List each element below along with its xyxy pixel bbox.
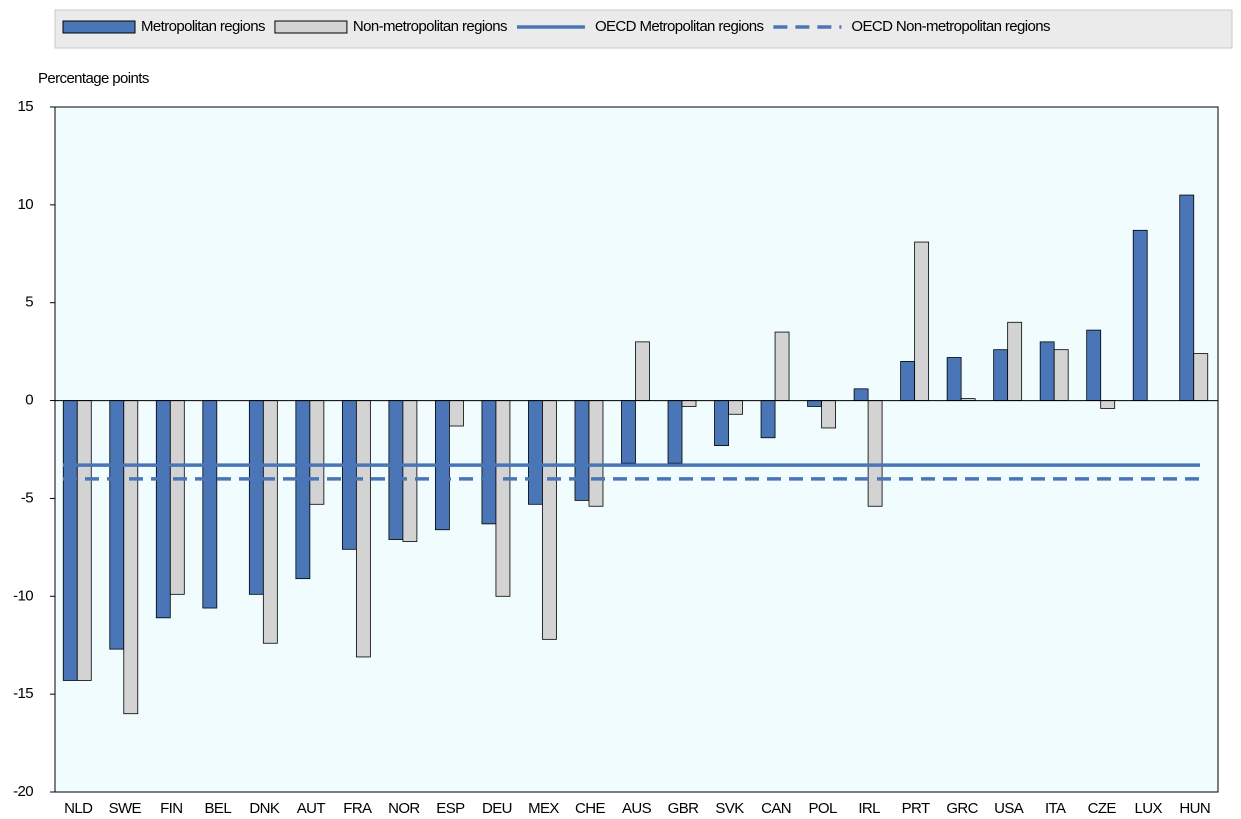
bar: [62, 400, 78, 681]
x-tick-label: AUS: [622, 800, 652, 817]
x-tick-label: CHE: [575, 800, 605, 817]
y-tick-label: 15: [18, 98, 34, 115]
bar: [449, 400, 464, 427]
bar: [1039, 341, 1055, 401]
bar: [1053, 349, 1069, 401]
legend-swatch: [274, 20, 348, 34]
x-tick-label: GBR: [668, 800, 699, 817]
bar: [1193, 353, 1209, 401]
x-tick-label: ITA: [1045, 800, 1066, 817]
x-tick-label: BEL: [205, 800, 232, 817]
bar: [542, 400, 557, 640]
y-tick-label: -15: [13, 685, 33, 702]
x-tick-label: LUX: [1135, 800, 1163, 817]
y-tick-label: 10: [18, 196, 34, 213]
bar: [341, 400, 357, 550]
bar: [821, 400, 836, 429]
bar: [1086, 329, 1102, 401]
bar: [388, 400, 404, 540]
x-tick-label: DNK: [249, 800, 279, 817]
y-axis-label: Percentage points: [38, 70, 149, 87]
bar: [495, 400, 511, 597]
plot-border: [54, 106, 1219, 793]
bar: [123, 400, 139, 715]
y-tick-label: -5: [21, 489, 33, 506]
bar: [853, 388, 869, 401]
bar: [807, 400, 822, 407]
x-tick-label: NOR: [388, 800, 420, 817]
legend: Metropolitan regions Non-metropolitan reg…: [62, 18, 1051, 35]
x-tick-label: PRT: [902, 800, 930, 817]
bar: [728, 400, 743, 415]
bar: [309, 400, 325, 505]
bar: [914, 241, 930, 401]
bar: [76, 400, 92, 681]
bar: [402, 400, 418, 542]
x-tick-label: FIN: [160, 800, 182, 817]
y-tick-label: -10: [13, 587, 33, 604]
x-tick-label: AUT: [297, 800, 326, 817]
x-tick-label: POL: [808, 800, 836, 817]
x-tick-label: GRC: [946, 800, 978, 817]
legend-label: Non-metropolitan regions: [353, 18, 507, 35]
bar: [355, 400, 371, 658]
x-tick-label: DEU: [482, 800, 512, 817]
plot-area: [55, 107, 1218, 792]
bar: [1179, 194, 1195, 401]
bar: [248, 400, 264, 595]
y-tick-label: -20: [13, 783, 33, 800]
bar: [621, 400, 636, 464]
bar: [714, 400, 729, 446]
y-tick-label: 0: [25, 392, 33, 409]
legend-label: Metropolitan regions: [141, 18, 265, 35]
bar: [1132, 229, 1148, 401]
bar: [993, 349, 1009, 401]
bar: [867, 400, 883, 507]
bar: [574, 400, 590, 501]
bar: [1100, 400, 1116, 409]
bar: [900, 361, 916, 401]
x-tick-label: USA: [994, 800, 1024, 817]
x-tick-label: IRL: [858, 800, 880, 817]
x-tick-label: SWE: [109, 800, 142, 817]
bar: [774, 331, 790, 401]
bar: [681, 400, 697, 407]
bar: [202, 400, 218, 609]
y-tick-label: 5: [25, 294, 33, 311]
x-tick-label: SVK: [715, 800, 744, 817]
x-tick-label: HUN: [1179, 800, 1210, 817]
bar: [667, 400, 683, 464]
x-tick-label: ESP: [436, 800, 465, 817]
bar: [635, 341, 650, 401]
x-tick-label: NLD: [64, 800, 93, 817]
bar: [295, 400, 311, 580]
bar: [262, 400, 278, 644]
legend-box: [54, 9, 1233, 49]
bar: [760, 400, 776, 439]
bar: [588, 400, 604, 507]
x-tick-label: CZE: [1088, 800, 1117, 817]
x-tick-label: FRA: [343, 800, 372, 817]
bar: [946, 357, 962, 401]
x-tick-label: MEX: [528, 800, 559, 817]
legend-label: OECD Non-metropolitan regions: [851, 18, 1050, 35]
x-tick-label: CAN: [761, 800, 791, 817]
bar: [1007, 321, 1023, 401]
legend-swatch: [62, 20, 136, 34]
bar: [109, 400, 125, 650]
bar: [528, 400, 543, 505]
bar: [155, 400, 171, 619]
bar: [481, 400, 497, 525]
bar: [169, 400, 185, 595]
legend-label: OECD Metropolitan regions: [595, 18, 764, 35]
